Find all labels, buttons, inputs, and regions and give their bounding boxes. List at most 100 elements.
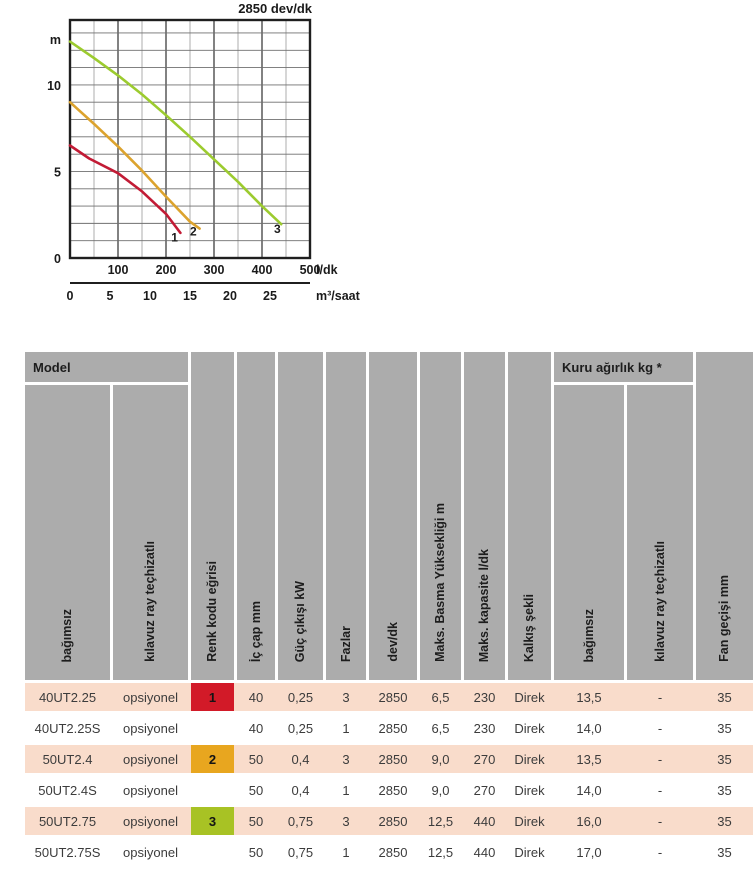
cell-start_type: Direk (514, 751, 545, 767)
cell-model: 40UT2.25S (34, 720, 101, 736)
cell-phases: 3 (342, 751, 350, 767)
table-row: 40UT2.25S opsiyonel 40 0,25 1 2850 6,5 230 Direk… (25, 714, 753, 742)
cell-rail: opsiyonel (123, 720, 178, 736)
col-header-rpm: dev/dk (369, 352, 417, 680)
cell-phases: 3 (342, 689, 350, 705)
y-tick: 0 (54, 252, 61, 266)
col-header-label: bağımsız (581, 608, 596, 663)
col-header-weight-rail: kılavuz ray teçhizatlı (627, 385, 693, 680)
cell-phases: 1 (342, 720, 350, 736)
cell-rpm: 2850 (378, 689, 408, 705)
cell-power: 0,4 (291, 751, 310, 767)
col-header-bore: İç çap mm (237, 352, 275, 680)
cell-start_type: Direk (514, 720, 545, 736)
cell-max_head: 9,0 (431, 782, 450, 798)
cell-curve (191, 714, 234, 742)
cell-model: 50UT2.75S (34, 844, 101, 860)
cell-power: 0,75 (287, 813, 314, 829)
col-header-label: Maks. kapasite l/dk (477, 548, 492, 662)
cell-weight_rail: - (657, 782, 663, 798)
curve-label-1: 1 (171, 231, 178, 245)
cell-weight_rail: - (657, 751, 663, 767)
cell-fan_passage: 35 (717, 813, 732, 829)
col-header-color-curve: Renk kodu eğrisi (191, 352, 234, 680)
cell-curve (191, 838, 234, 866)
cell-rail: opsiyonel (123, 813, 178, 829)
col-header-max-head: Maks. Basma Yüksekliği m (420, 352, 461, 680)
col-header-label: Kalkış şekli (522, 593, 537, 662)
cell-weight_standalone: 14,0 (576, 782, 602, 798)
col-header-guide-rail: kılavuz ray teçhizatlı (113, 385, 188, 680)
y-tick: 10 (47, 79, 61, 93)
cell-power: 0,75 (287, 844, 314, 860)
col-header-weight-standalone: bağımsız (554, 385, 624, 680)
table-row: 50UT2.75S opsiyonel 50 0,75 1 2850 12,5 440 Dire… (25, 838, 753, 866)
curve-2 (68, 100, 201, 230)
cell-max_capacity: 270 (473, 782, 496, 798)
cell-power: 0,25 (287, 689, 314, 705)
cell-curve: 3 (191, 807, 234, 835)
cell-rail: opsiyonel (123, 782, 178, 798)
col-header-power: Güç çıkışı kW (278, 352, 323, 680)
x-axis-unit-m3saat: m³/saat (316, 289, 361, 303)
table-row: 50UT2.4S opsiyonel 50 0,4 1 2850 9,0 270 Direk 14… (25, 776, 753, 804)
cell-model: 50UT2.75 (38, 813, 97, 829)
col-header-label: dev/dk (385, 622, 400, 662)
cell-max_head: 6,5 (431, 689, 450, 705)
cell-rail: opsiyonel (123, 751, 178, 767)
curve-label-2: 2 (190, 224, 197, 238)
cell-bore: 50 (248, 844, 264, 860)
cell-max_capacity: 440 (473, 844, 496, 860)
cell-rpm: 2850 (378, 720, 408, 736)
x-tick-m3saat: 15 (183, 289, 197, 303)
dry-weight-group-header: Kuru ağırlık kg * (554, 352, 693, 382)
plot-border (68, 18, 312, 260)
cell-bore: 50 (248, 813, 264, 829)
x-tick-m3saat: 0 (67, 289, 74, 303)
col-header-label: Fazlar (338, 625, 353, 662)
cell-curve: 2 (191, 745, 234, 773)
cell-model: 50UT2.4 (42, 751, 93, 767)
col-header-start-type: Kalkış şekli (508, 352, 551, 680)
cell-fan_passage: 35 (717, 751, 732, 767)
cell-max_head: 9,0 (431, 751, 450, 767)
x-tick-m3saat: 25 (263, 289, 277, 303)
x-tick-ldk: 100 (108, 263, 129, 277)
cell-rpm: 2850 (378, 751, 408, 767)
cell-max_capacity: 230 (473, 689, 496, 705)
x-tick-ldk: 300 (204, 263, 225, 277)
col-header-phases: Fazlar (326, 352, 366, 680)
cell-max_head: 6,5 (431, 720, 450, 736)
cell-weight_rail: - (657, 720, 663, 736)
x-tick-ldk: 200 (156, 263, 177, 277)
cell-rail: opsiyonel (123, 844, 178, 860)
table-header: Model bağımsız kılavuz ray teçhizatlı Re… (25, 352, 753, 680)
cell-curve (191, 776, 234, 804)
cell-max_head: 12,5 (427, 844, 454, 860)
cell-weight_standalone: 17,0 (576, 844, 602, 860)
y-axis-unit: m (50, 33, 61, 47)
x-axis-unit-ldk: l/dk (316, 263, 338, 277)
cell-start_type: Direk (514, 689, 545, 705)
y-tick: 5 (54, 165, 61, 179)
model-group-header: Model (25, 352, 188, 382)
curve-3 (68, 40, 283, 226)
cell-bore: 40 (248, 689, 264, 705)
table-row: 50UT2.4 opsiyonel 2 50 0,4 3 2850 9,0 270 Direk 13… (25, 745, 753, 773)
cell-bore: 40 (248, 720, 264, 736)
cell-weight_rail: - (657, 813, 663, 829)
cell-fan_passage: 35 (717, 689, 732, 705)
x-tick-m3saat: 10 (143, 289, 157, 303)
cell-rpm: 2850 (378, 782, 408, 798)
curve-label-3: 3 (274, 222, 281, 236)
cell-max_capacity: 230 (473, 720, 496, 736)
col-header-label: Güç çıkışı kW (293, 580, 308, 662)
col-header-label: Fan geçişi mm (717, 575, 732, 662)
cell-weight_standalone: 16,0 (576, 813, 602, 829)
col-header-label: Maks. Basma Yüksekliği m (433, 503, 448, 662)
spec-table: Model bağımsız kılavuz ray teçhizatlı Re… (25, 352, 753, 869)
cell-fan_passage: 35 (717, 782, 732, 798)
cell-weight_rail: - (657, 689, 663, 705)
chart-title: 2850 dev/dk (238, 1, 312, 16)
